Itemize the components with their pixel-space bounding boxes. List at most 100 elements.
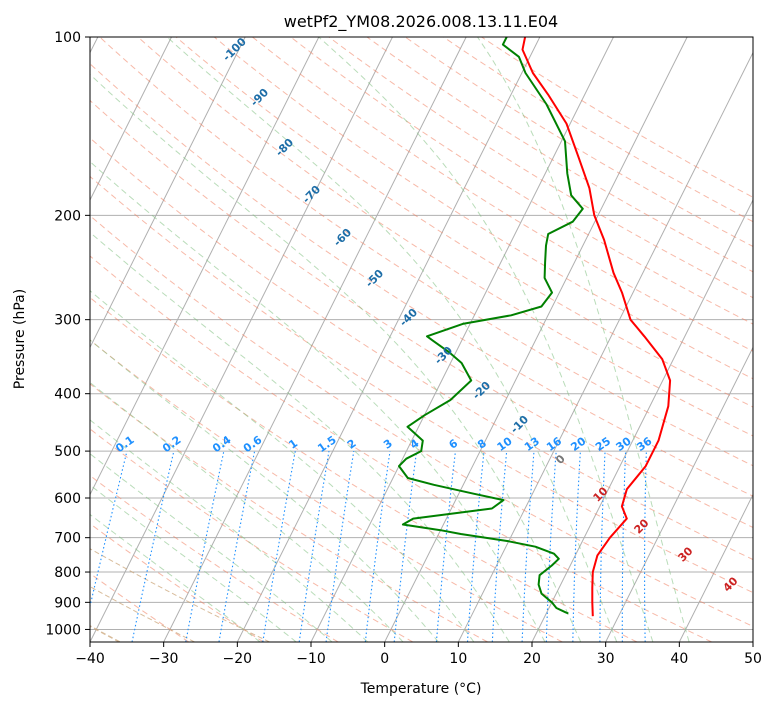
dry-adiabat-line xyxy=(443,37,753,223)
profile-lines xyxy=(398,37,672,617)
reference-curve xyxy=(90,548,270,642)
mixing-ratio-line xyxy=(435,451,456,642)
moist-adiabat-line xyxy=(90,231,510,642)
x-tick-label: 10 xyxy=(449,651,467,667)
moist-adiabat-line xyxy=(477,37,690,642)
mixing-ratio-line xyxy=(131,450,175,642)
mixing-ratio-label: 0.6 xyxy=(241,433,265,455)
dry-adiabat-line xyxy=(90,99,753,529)
isotherm-line xyxy=(90,37,320,496)
isotherm-line xyxy=(90,37,246,349)
mixing-ratio-label: 0.1 xyxy=(113,433,136,455)
y-tick-label: 200 xyxy=(54,208,81,224)
x-tick-label: −20 xyxy=(223,651,253,667)
moist-adiabat-line xyxy=(90,381,404,642)
dry-adiabat-line xyxy=(90,383,488,642)
dry-adiabat-label: -20 xyxy=(470,379,493,402)
dry-adiabat-label: -10 xyxy=(508,413,531,436)
mixing-ratio-label: 8 xyxy=(475,437,489,452)
dry-adiabat-line xyxy=(90,428,414,642)
plot-frame xyxy=(89,36,754,643)
dry-adiabat-line xyxy=(290,37,753,325)
mixing-ratio-label: 3 xyxy=(381,437,395,452)
x-tick-label: 0 xyxy=(380,651,389,667)
dry-adiabat-line xyxy=(90,522,264,642)
temperature-line xyxy=(521,37,672,617)
mixing-ratio-line xyxy=(644,451,647,642)
y-tick-label: 900 xyxy=(54,595,81,611)
dry-adiabat-line xyxy=(90,474,339,642)
isotherm-line xyxy=(605,346,753,642)
x-tick-label: −40 xyxy=(75,651,105,667)
y-tick-label: 300 xyxy=(54,313,81,329)
isotherm-line xyxy=(163,37,467,642)
mixing-ratio-label: 2 xyxy=(345,437,359,452)
dry-adiabat-label: -60 xyxy=(331,226,354,249)
dry-adiabat-label: -40 xyxy=(397,306,420,329)
dry-adiabat-line xyxy=(99,37,753,467)
isotherm-line xyxy=(752,640,753,642)
y-tick-label: 800 xyxy=(54,565,81,581)
moist-adiabat-line xyxy=(166,37,618,642)
moist-adiabat-line xyxy=(90,484,297,642)
dry-adiabat-label: -90 xyxy=(248,86,271,109)
y-tick-label: 400 xyxy=(54,387,81,403)
x-tick-label: 50 xyxy=(744,651,762,667)
dry-adiabat-label: 40 xyxy=(721,574,741,594)
y-tick-label: 500 xyxy=(54,444,81,460)
chart-title: wetPf2_YM08.2026.008.13.11.E04 xyxy=(284,12,558,32)
dry-adiabat-line xyxy=(90,339,563,642)
reference-curve xyxy=(90,586,195,642)
dry-adiabat-line xyxy=(137,37,753,437)
dry-adiabat-label: -70 xyxy=(300,183,323,206)
moist-adiabat-line xyxy=(90,290,475,642)
dry-adiabat-line xyxy=(90,137,753,561)
mixing-ratio-line xyxy=(491,451,508,642)
isotherm-line xyxy=(678,493,753,642)
moist-adiabat-line xyxy=(318,37,654,642)
y-tick-label: 700 xyxy=(54,531,81,547)
moist-adiabat-line xyxy=(90,73,582,642)
mixing-ratio-line xyxy=(90,450,128,609)
x-tick-label: 40 xyxy=(670,651,688,667)
dry-adiabat-line xyxy=(175,37,753,408)
mixing-ratio-label: 0.4 xyxy=(210,433,234,455)
mixing-ratio-line xyxy=(298,451,330,642)
y-tick-label: 1000 xyxy=(45,622,81,638)
dry-adiabat-label: -100 xyxy=(220,35,249,64)
mixing-ratio-line xyxy=(393,451,418,642)
y-axis-title: Pressure (hPa) xyxy=(12,289,28,389)
moist-adiabat-line xyxy=(90,513,261,642)
mixing-ratio-label: 1.5 xyxy=(315,433,338,455)
isotherm-line xyxy=(384,37,688,642)
mixing-ratio-line xyxy=(325,451,355,642)
dry-adiabat-label: 10 xyxy=(591,484,611,504)
dry-adiabat-line xyxy=(90,255,712,642)
dry-adiabat-line xyxy=(366,37,753,273)
isotherm-line xyxy=(236,37,541,642)
isotherm-line xyxy=(457,51,753,642)
moist-adiabat-line xyxy=(90,419,369,642)
moist-adiabat-line xyxy=(90,453,333,642)
mixing-ratio-line xyxy=(621,451,627,642)
dry-adiabat-line xyxy=(90,175,753,594)
x-tick-label: 30 xyxy=(597,651,615,667)
dry-adiabat-label: 20 xyxy=(632,516,652,536)
x-tick-label: −30 xyxy=(149,651,179,667)
isotherm-line xyxy=(531,198,753,642)
moist-adiabat-line xyxy=(90,339,439,642)
dry-adiabat-line xyxy=(328,37,753,299)
x-axis-title: Temperature (°C) xyxy=(360,681,482,697)
x-tick-label: −10 xyxy=(296,651,326,667)
dry-adiabat-line xyxy=(481,37,753,198)
dry-adiabat-line xyxy=(90,296,638,642)
dry-adiabat-label: -80 xyxy=(273,136,296,159)
dry-adiabat-line xyxy=(404,37,753,248)
dry-adiabat-label: 30 xyxy=(676,544,696,564)
background-lines xyxy=(90,37,753,642)
dry-adiabat-line xyxy=(90,63,753,497)
isotherm-line xyxy=(90,37,172,202)
x-tick-label: 20 xyxy=(523,651,541,667)
dry-adiabat-label: -30 xyxy=(432,344,455,367)
